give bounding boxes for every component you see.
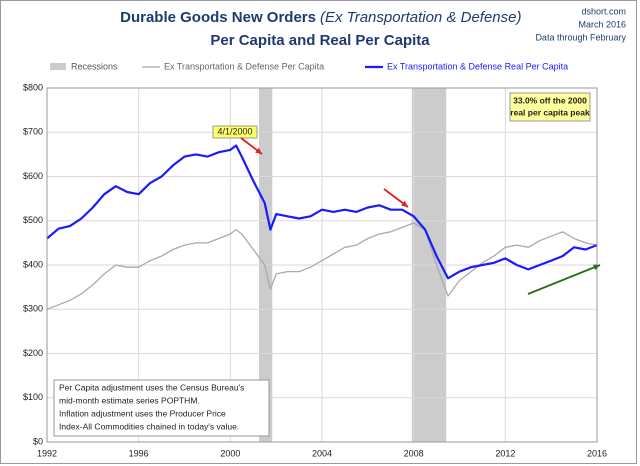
y-tick-label: $800 <box>23 82 43 92</box>
y-tick-label: $400 <box>23 259 43 269</box>
trend-arrow-head <box>593 264 600 271</box>
source: dshort.com <box>581 6 626 16</box>
peak-label: 4/1/2000 <box>217 126 252 136</box>
x-tick-label: 2016 <box>587 448 607 458</box>
x-tick-label: 2008 <box>404 448 424 458</box>
series-line <box>46 144 598 280</box>
footnote-text: mid-month estimate series POPTHM. <box>59 395 200 405</box>
red-arrow-head <box>401 200 408 207</box>
callout-text: 33.0% off the 2000 <box>513 95 587 105</box>
x-tick-label: 1992 <box>37 448 57 458</box>
y-tick-label: $100 <box>23 392 43 402</box>
legend-swatch <box>50 63 66 70</box>
footnote-text: Index-All Commodities chained in today's… <box>59 421 239 431</box>
callout-box <box>509 92 591 122</box>
trend-arrow <box>527 264 601 295</box>
legend-label: Recessions <box>71 61 118 71</box>
peak-label-box <box>212 125 258 139</box>
red-arrow-head <box>255 147 262 154</box>
chart-subtitle: Per Capita and Real Per Capita <box>210 32 430 49</box>
footnote-text: Per Capita adjustment uses the Census Bu… <box>59 382 244 392</box>
date: March 2016 <box>578 19 626 29</box>
y-tick-label: $0 <box>33 436 43 446</box>
legend: Recessions Ex Transportation & Defense Pe… <box>50 61 568 71</box>
x-tick-label: 2004 <box>312 448 332 458</box>
footnote-box <box>53 379 270 437</box>
y-tick-label: $600 <box>23 171 43 181</box>
x-tick-label: 1996 <box>129 448 149 458</box>
y-tick-label: $300 <box>23 304 43 314</box>
legend-label: Ex Transportation & Defense Per Capita <box>164 61 324 71</box>
callout-text: real per capita peak <box>510 107 590 117</box>
chart-title: Durable Goods New Orders <box>120 9 316 26</box>
x-tick-label: 2000 <box>220 448 240 458</box>
legend-label: Ex Transportation & Defense Real Per Cap… <box>387 61 568 71</box>
data-note: Data through February <box>535 32 626 42</box>
chart-title-italic: (Ex Transportation & Defense) <box>320 9 521 26</box>
y-tick-label: $700 <box>23 127 43 137</box>
y-tick-label: $200 <box>23 348 43 358</box>
series-line <box>46 222 598 310</box>
x-tick-label: 2012 <box>495 448 515 458</box>
y-tick-label: $500 <box>23 215 43 225</box>
footnote-text: Inflation adjustment uses the Producer P… <box>59 408 226 418</box>
